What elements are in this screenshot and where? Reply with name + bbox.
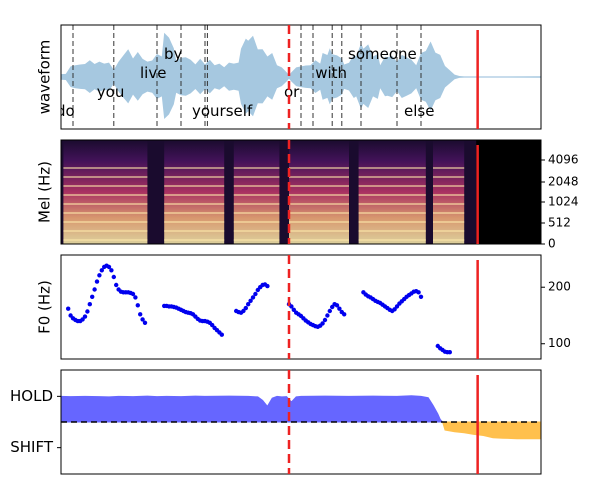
- mel-harmonics: [358, 160, 426, 244]
- f0-point: [94, 279, 100, 284]
- f0-point: [219, 332, 224, 337]
- f0-points: [66, 263, 452, 355]
- f0-y-tick-label: 200: [548, 280, 571, 294]
- word-label: do: [56, 102, 75, 120]
- f0-point: [447, 350, 452, 355]
- f0-point: [248, 298, 253, 303]
- waveform-ylabel: waveform: [36, 40, 54, 115]
- turn-markers: [287, 25, 479, 474]
- mel-harmonics: [164, 160, 225, 244]
- vap-y-axis: HOLD SHIFT: [10, 387, 61, 456]
- f0-point: [265, 283, 270, 289]
- mel-ylabel: Mel (Hz): [36, 161, 54, 223]
- word-label: live: [140, 64, 166, 82]
- f0-point: [342, 312, 347, 317]
- f0-point: [92, 287, 97, 292]
- mel-y-tick-label: 2048: [548, 175, 579, 189]
- mel-harmonics: [289, 160, 349, 244]
- f0-point: [243, 305, 248, 311]
- f0-point: [82, 314, 88, 319]
- vap-y-tick-label: SHIFT: [10, 438, 54, 456]
- mel-harmonics: [63, 160, 148, 244]
- f0-point: [135, 303, 140, 308]
- mel-panel: 0 512 1024 2048 4096 Mel (Hz): [36, 139, 579, 251]
- mel-y-tick-label: 4096: [548, 153, 579, 167]
- f0-point: [246, 302, 251, 307]
- f0-point: [241, 308, 246, 314]
- mel-harmonics: [433, 160, 465, 244]
- f0-point: [130, 291, 136, 297]
- f0-point: [109, 268, 114, 273]
- vap-panel: HOLD SHIFT: [10, 369, 542, 475]
- mel-frame: [60, 139, 542, 245]
- word-label: with: [315, 64, 347, 82]
- word-boundaries: [72, 25, 422, 129]
- f0-point: [66, 306, 71, 311]
- f0-point: [97, 273, 102, 278]
- mel-harmonics: [233, 160, 280, 244]
- f0-point: [327, 308, 332, 314]
- f0-point: [416, 290, 421, 295]
- f0-panel: 100 200 F0 (Hz): [36, 254, 571, 360]
- f0-point: [334, 303, 340, 308]
- f0-point: [133, 295, 138, 300]
- word-label: yourself: [192, 102, 253, 120]
- word-label: or: [284, 83, 300, 101]
- f0-point: [325, 313, 330, 318]
- word-label: by: [164, 45, 183, 63]
- f0-point: [90, 294, 95, 299]
- f0-point: [253, 291, 258, 297]
- f0-point: [289, 304, 294, 309]
- f0-point: [392, 307, 397, 312]
- f0-point: [106, 264, 112, 270]
- f0-point: [87, 302, 93, 307]
- f0-point: [111, 274, 117, 280]
- shift-area: [441, 421, 541, 440]
- f0-point: [320, 321, 325, 326]
- waveform-frame: [60, 24, 542, 130]
- f0-point: [418, 294, 424, 299]
- word-label: else: [404, 102, 434, 120]
- f0-point: [85, 309, 90, 314]
- f0-point: [114, 282, 119, 288]
- f0-frame: [60, 254, 542, 360]
- mel-spectrogram: [61, 140, 541, 244]
- mel-y-axis: 0 512 1024 2048 4096: [541, 153, 579, 251]
- f0-point: [140, 317, 145, 322]
- mel-y-tick-label: 1024: [548, 195, 579, 209]
- f0-y-axis: 100 200: [541, 280, 571, 350]
- f0-ylabel: F0 (Hz): [36, 280, 54, 334]
- f0-point: [99, 268, 105, 273]
- vap-frame: [60, 369, 542, 475]
- hold-area: [61, 395, 444, 423]
- f0-point: [291, 307, 296, 312]
- f0-point: [138, 312, 143, 317]
- f0-point: [337, 306, 342, 311]
- f0-point: [142, 320, 148, 325]
- f0-point: [322, 317, 328, 323]
- word-label: someone: [348, 45, 417, 63]
- f0-y-tick-label: 100: [548, 336, 571, 350]
- mel-y-tick-label: 0: [548, 237, 556, 251]
- word-label: you: [97, 83, 125, 101]
- f0-point: [250, 295, 256, 300]
- mel-silence-region: [476, 140, 541, 244]
- vap-y-tick-label: HOLD: [10, 387, 53, 405]
- mel-y-tick-label: 512: [548, 216, 571, 230]
